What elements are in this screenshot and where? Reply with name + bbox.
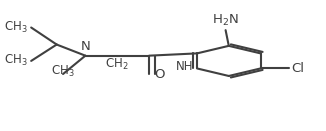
Text: NH: NH [176, 60, 194, 73]
Text: N: N [81, 40, 90, 53]
Text: CH$_3$: CH$_3$ [4, 53, 28, 69]
Text: CH$_2$: CH$_2$ [105, 57, 129, 72]
Text: Cl: Cl [291, 62, 304, 75]
Text: CH$_3$: CH$_3$ [4, 20, 28, 35]
Text: O: O [154, 67, 164, 81]
Text: CH$_3$: CH$_3$ [51, 64, 75, 79]
Text: H$_2$N: H$_2$N [212, 12, 239, 28]
